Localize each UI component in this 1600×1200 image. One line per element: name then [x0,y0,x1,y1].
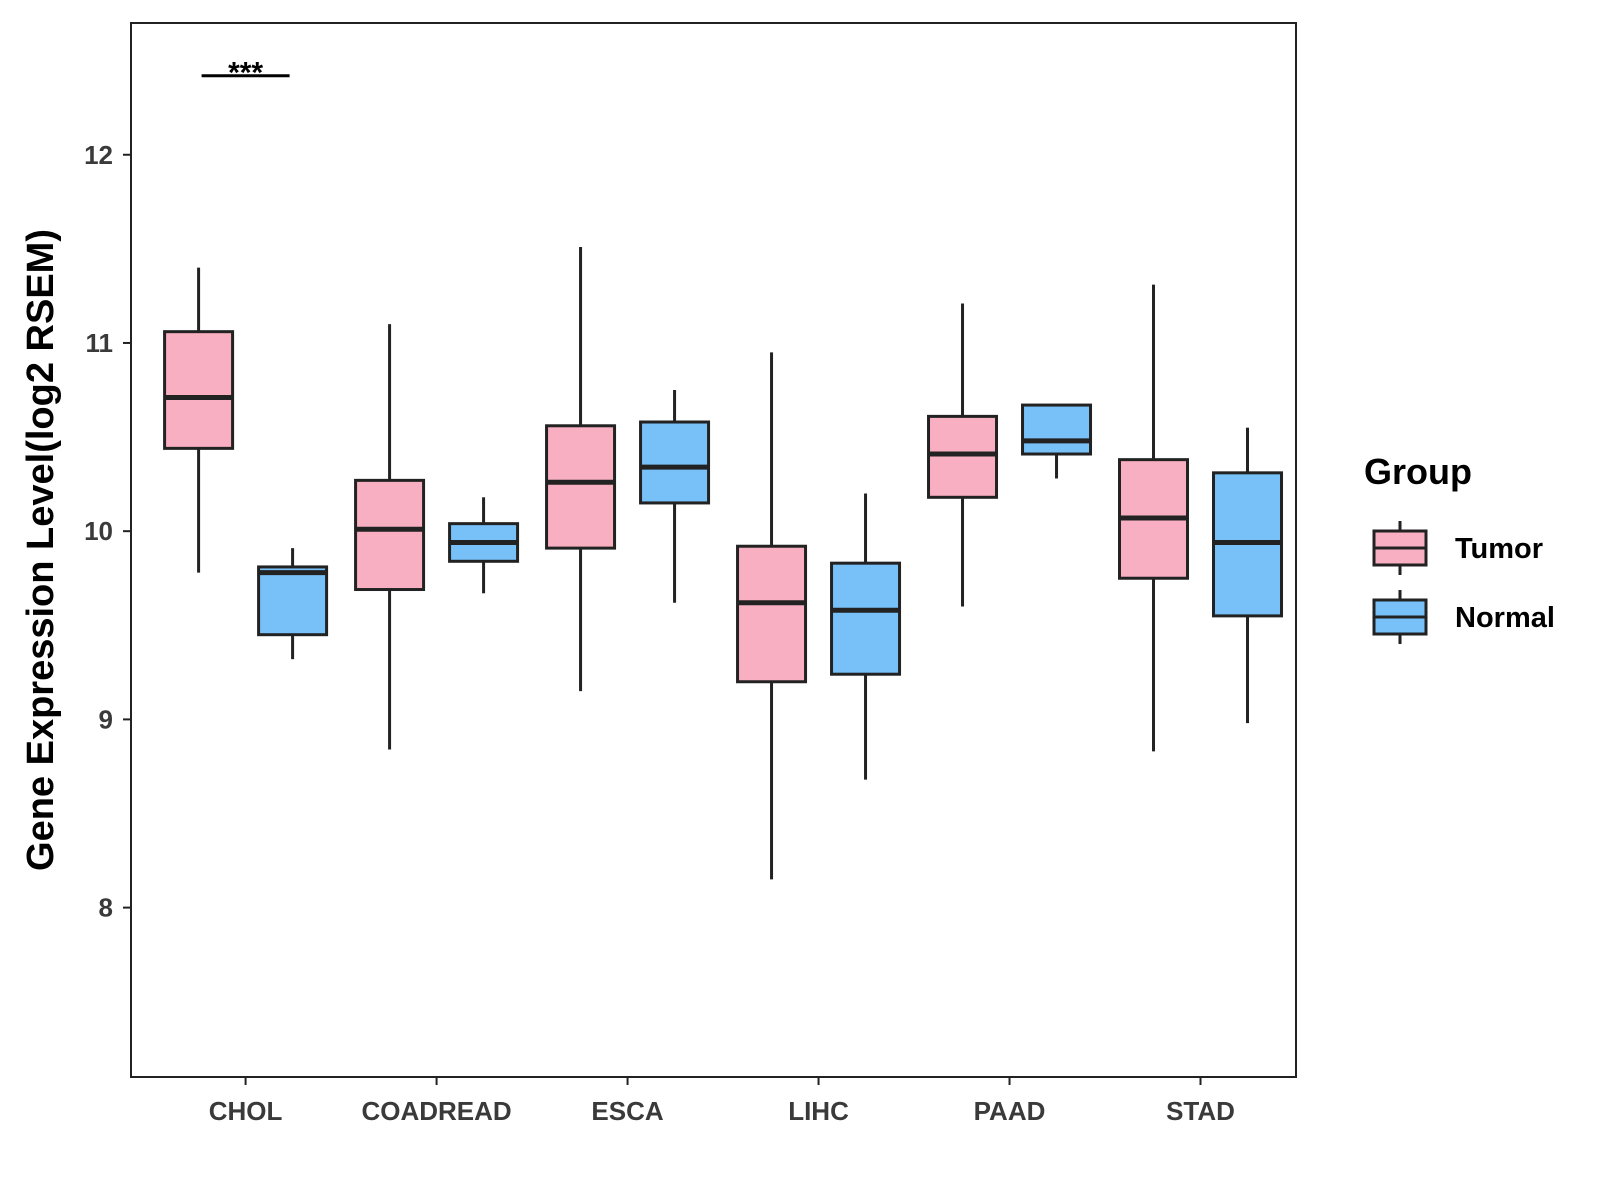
box-iqr [927,414,999,499]
y-tick-label: 9 [99,704,113,734]
box-tumor-stad [1118,284,1190,752]
box-tumor-coadread [354,324,426,750]
box-normal-coadread [448,497,520,594]
box-normal-esca [639,390,711,603]
box-iqr [736,544,808,684]
legend-label: Tumor [1455,533,1543,565]
box-normal-lihc [830,493,902,780]
box-iqr [1021,403,1093,456]
box-iqr [830,561,902,676]
box-iqr [163,330,235,450]
box-tumor-paad [927,303,999,607]
x-axis: CHOL COADREAD ESCA LIHC PAAD STAD [209,1077,1235,1126]
box-normal-chol [257,548,329,660]
legend-item-normal: Normal [1372,590,1555,644]
y-tick-label: 11 [86,328,114,358]
box-iqr [639,420,711,505]
y-axis-title: Gene Expression Level(log2 RSEM) [20,229,62,871]
box-iqr [545,424,617,550]
box-tumor-esca [545,246,617,692]
annotations-layer: *** [201,57,290,90]
box-normal-paad [1021,403,1093,479]
x-tick-label: ESCA [591,1096,663,1126]
legend-label: Normal [1455,602,1555,634]
y-tick-label: 12 [84,140,113,170]
significance-label: *** [228,57,263,90]
x-tick-label: PAAD [974,1096,1046,1126]
legend-item-tumor: Tumor [1372,521,1543,575]
x-tick-label: CHOL [209,1096,283,1126]
x-tick-label: COADREAD [361,1096,511,1126]
box-iqr [354,478,426,592]
y-tick-label: 8 [99,893,113,923]
plot-panel-border [130,22,1297,1078]
box-normal-stad [1212,427,1284,724]
boxes-layer [163,246,1284,880]
y-tick-label: 10 [84,516,113,546]
x-tick-label: STAD [1166,1096,1235,1126]
box-tumor-lihc [736,352,808,880]
y-axis: 8 9 10 11 12 [84,140,131,923]
box-tumor-chol [163,267,235,573]
legend: Group Tumor Normal [1364,451,1555,644]
legend-title: Group [1364,451,1472,492]
x-tick-label: LIHC [788,1096,849,1126]
box-iqr [257,565,329,637]
